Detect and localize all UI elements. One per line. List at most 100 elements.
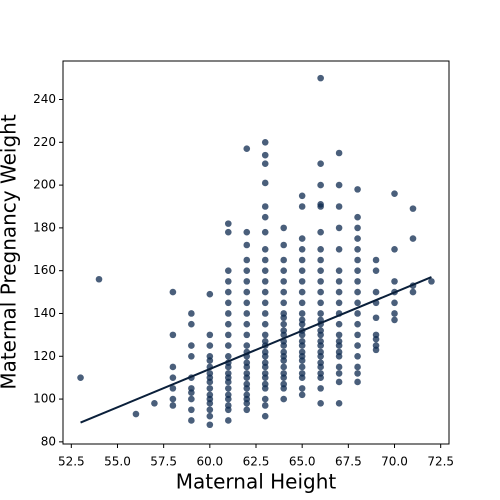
point xyxy=(298,192,306,200)
point xyxy=(261,395,269,403)
point xyxy=(317,352,324,360)
point xyxy=(188,395,195,403)
point xyxy=(206,290,214,298)
point xyxy=(261,151,269,159)
point xyxy=(151,400,158,407)
point xyxy=(169,331,177,339)
point xyxy=(317,342,324,349)
point xyxy=(169,374,177,381)
point xyxy=(206,385,214,392)
y-tick-label: 160 xyxy=(33,263,56,277)
point xyxy=(372,256,380,264)
point xyxy=(354,288,361,296)
point xyxy=(280,385,288,392)
point xyxy=(261,299,269,307)
point xyxy=(354,352,361,360)
point xyxy=(206,421,214,429)
point xyxy=(261,288,269,296)
point xyxy=(243,267,251,274)
point xyxy=(261,278,269,285)
point xyxy=(409,235,417,242)
x-tick-label: 55.0 xyxy=(104,455,131,469)
point xyxy=(317,310,324,317)
point xyxy=(169,288,177,296)
point xyxy=(280,288,288,296)
point xyxy=(169,402,177,409)
point xyxy=(280,278,288,285)
point xyxy=(372,346,380,354)
point xyxy=(298,203,306,210)
point xyxy=(206,342,214,349)
point xyxy=(335,370,343,377)
x-tick-label: 57.5 xyxy=(150,455,177,469)
x-tick-label: 70.0 xyxy=(381,455,408,469)
point xyxy=(188,389,195,396)
point xyxy=(206,406,214,414)
point xyxy=(391,278,398,285)
point xyxy=(243,288,251,296)
y-tick-label: 180 xyxy=(33,220,56,234)
point xyxy=(354,363,361,371)
point xyxy=(280,374,288,381)
point xyxy=(261,179,269,187)
point xyxy=(317,256,324,264)
point xyxy=(354,224,361,232)
point xyxy=(317,331,324,339)
point xyxy=(188,417,195,424)
point xyxy=(317,278,324,285)
point xyxy=(317,267,324,274)
point xyxy=(261,412,269,420)
point xyxy=(261,245,269,253)
point xyxy=(354,370,361,377)
point xyxy=(372,335,380,343)
point xyxy=(280,320,288,328)
point xyxy=(409,288,417,296)
x-tick-label: 67.5 xyxy=(335,455,362,469)
y-tick-label: 220 xyxy=(33,135,56,149)
point xyxy=(206,378,214,386)
point xyxy=(224,278,232,285)
point xyxy=(224,320,232,328)
point xyxy=(243,320,251,328)
point xyxy=(261,402,269,409)
point xyxy=(298,342,306,349)
point xyxy=(188,310,195,317)
point xyxy=(335,331,343,339)
point xyxy=(354,378,361,386)
point xyxy=(261,310,269,317)
point xyxy=(224,363,232,371)
x-tick-label: 65.0 xyxy=(289,455,316,469)
point xyxy=(391,299,398,307)
point xyxy=(280,314,288,322)
point xyxy=(335,149,343,157)
point xyxy=(391,310,398,317)
y-tick-label: 100 xyxy=(33,392,56,406)
point xyxy=(243,256,251,264)
point xyxy=(224,267,232,274)
point xyxy=(243,299,251,307)
x-tick-label: 72.5 xyxy=(427,455,454,469)
point xyxy=(298,245,306,253)
point xyxy=(372,314,380,322)
point xyxy=(317,203,324,210)
point xyxy=(224,288,232,296)
point xyxy=(95,275,103,283)
point xyxy=(206,412,214,420)
point xyxy=(335,299,343,307)
point xyxy=(206,400,214,407)
x-tick-label: 52.5 xyxy=(58,455,85,469)
point xyxy=(280,267,288,274)
point xyxy=(206,357,214,364)
point xyxy=(298,288,306,296)
point xyxy=(243,145,251,153)
point xyxy=(354,299,361,307)
point xyxy=(298,267,306,274)
point xyxy=(354,331,361,339)
point xyxy=(261,320,269,328)
point xyxy=(335,267,343,274)
point xyxy=(335,378,343,386)
point xyxy=(261,256,269,264)
point xyxy=(224,406,232,414)
point xyxy=(335,245,343,253)
point xyxy=(261,352,269,360)
